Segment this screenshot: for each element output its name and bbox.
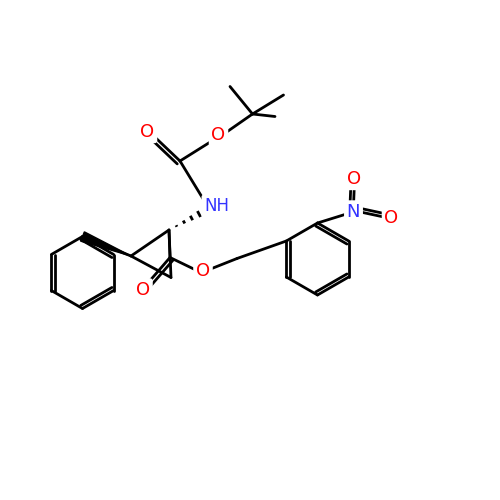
Text: O: O (212, 126, 226, 144)
Text: O: O (140, 122, 154, 140)
Text: NH: NH (204, 197, 229, 215)
Text: O: O (348, 170, 362, 188)
Text: O: O (136, 281, 150, 299)
Text: N: N (346, 203, 360, 221)
Text: O: O (384, 209, 398, 227)
Text: O: O (196, 262, 210, 280)
Polygon shape (80, 232, 131, 256)
